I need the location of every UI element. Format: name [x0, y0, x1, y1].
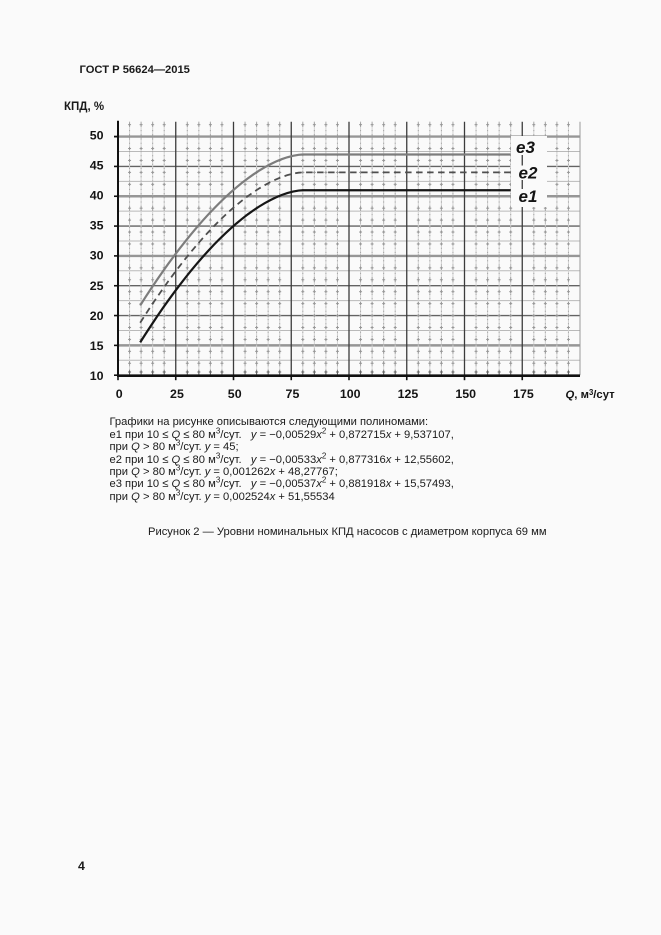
svg-text:e1: e1	[519, 187, 538, 206]
svg-text:35: 35	[90, 219, 104, 233]
svg-text:50: 50	[90, 129, 104, 143]
svg-text:100: 100	[340, 387, 361, 401]
svg-text:e2: e2	[519, 164, 538, 183]
svg-text:e3: e3	[516, 138, 535, 157]
svg-text:20: 20	[90, 309, 104, 323]
svg-text:25: 25	[90, 279, 104, 293]
svg-text:30: 30	[90, 249, 104, 263]
svg-text:125: 125	[398, 387, 419, 401]
svg-text:50: 50	[228, 387, 242, 401]
svg-text:10: 10	[90, 369, 104, 383]
svg-text:45: 45	[90, 159, 104, 173]
svg-text:175: 175	[513, 387, 534, 401]
svg-text:Q, м3/сут: Q, м3/сут	[566, 388, 616, 401]
svg-text:15: 15	[90, 339, 104, 353]
svg-text:40: 40	[90, 189, 104, 203]
svg-text:75: 75	[286, 387, 300, 401]
svg-text:25: 25	[170, 387, 184, 401]
svg-text:0: 0	[116, 387, 123, 401]
svg-text:150: 150	[455, 387, 476, 401]
